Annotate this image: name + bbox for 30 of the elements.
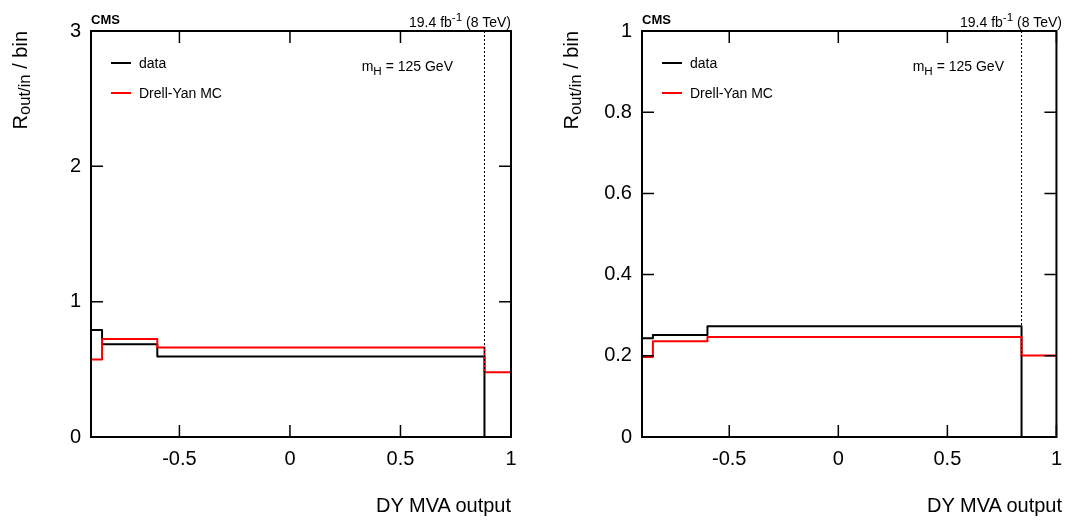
x-tick-label: 0 bbox=[284, 446, 296, 469]
y-tick-label: 1 bbox=[620, 18, 632, 41]
y-tick-label: 0.8 bbox=[604, 99, 632, 122]
x-axis-title: DY MVA output bbox=[376, 494, 511, 517]
annotation: m$_{H}$ = 125 GeV bbox=[912, 58, 1004, 77]
x-tick-label: 1 bbox=[1050, 446, 1062, 469]
y-tick-label: 0.2 bbox=[604, 343, 632, 366]
x-tick-label: -0.5 bbox=[162, 446, 197, 469]
annotation: m$_{H}$ = 125 GeV bbox=[361, 58, 453, 77]
y-tick-label: 0.4 bbox=[604, 262, 632, 285]
legend-label: Drell-Yan MC bbox=[139, 85, 222, 101]
y-tick-label: 3 bbox=[69, 18, 81, 41]
y-tick-label: 1 bbox=[69, 289, 81, 312]
chart-title: CMS bbox=[642, 12, 671, 27]
legend-label: data bbox=[690, 55, 718, 71]
x-axis-title: DY MVA output bbox=[927, 494, 1062, 517]
x-tick-label: 0.5 bbox=[933, 446, 962, 469]
chart-subtitle: 19.4 fb$^{-1}$ (8 TeV) bbox=[409, 10, 511, 30]
legend-label: data bbox=[139, 55, 167, 71]
x-tick-label: 0.5 bbox=[386, 446, 415, 469]
chart-title: CMS bbox=[91, 12, 120, 27]
y-tick-label: 0.6 bbox=[604, 180, 632, 203]
chart-subtitle: 19.4 fb$^{-1}$ (8 TeV) bbox=[960, 10, 1062, 30]
y-tick-label: 0 bbox=[69, 424, 81, 447]
x-tick-label: -0.5 bbox=[712, 446, 747, 469]
x-tick-label: 1 bbox=[505, 446, 517, 469]
y-tick-label: 2 bbox=[69, 153, 81, 176]
y-tick-label: 0 bbox=[620, 424, 632, 447]
legend-label: Drell-Yan MC bbox=[690, 85, 773, 101]
x-tick-label: 0 bbox=[832, 446, 844, 469]
